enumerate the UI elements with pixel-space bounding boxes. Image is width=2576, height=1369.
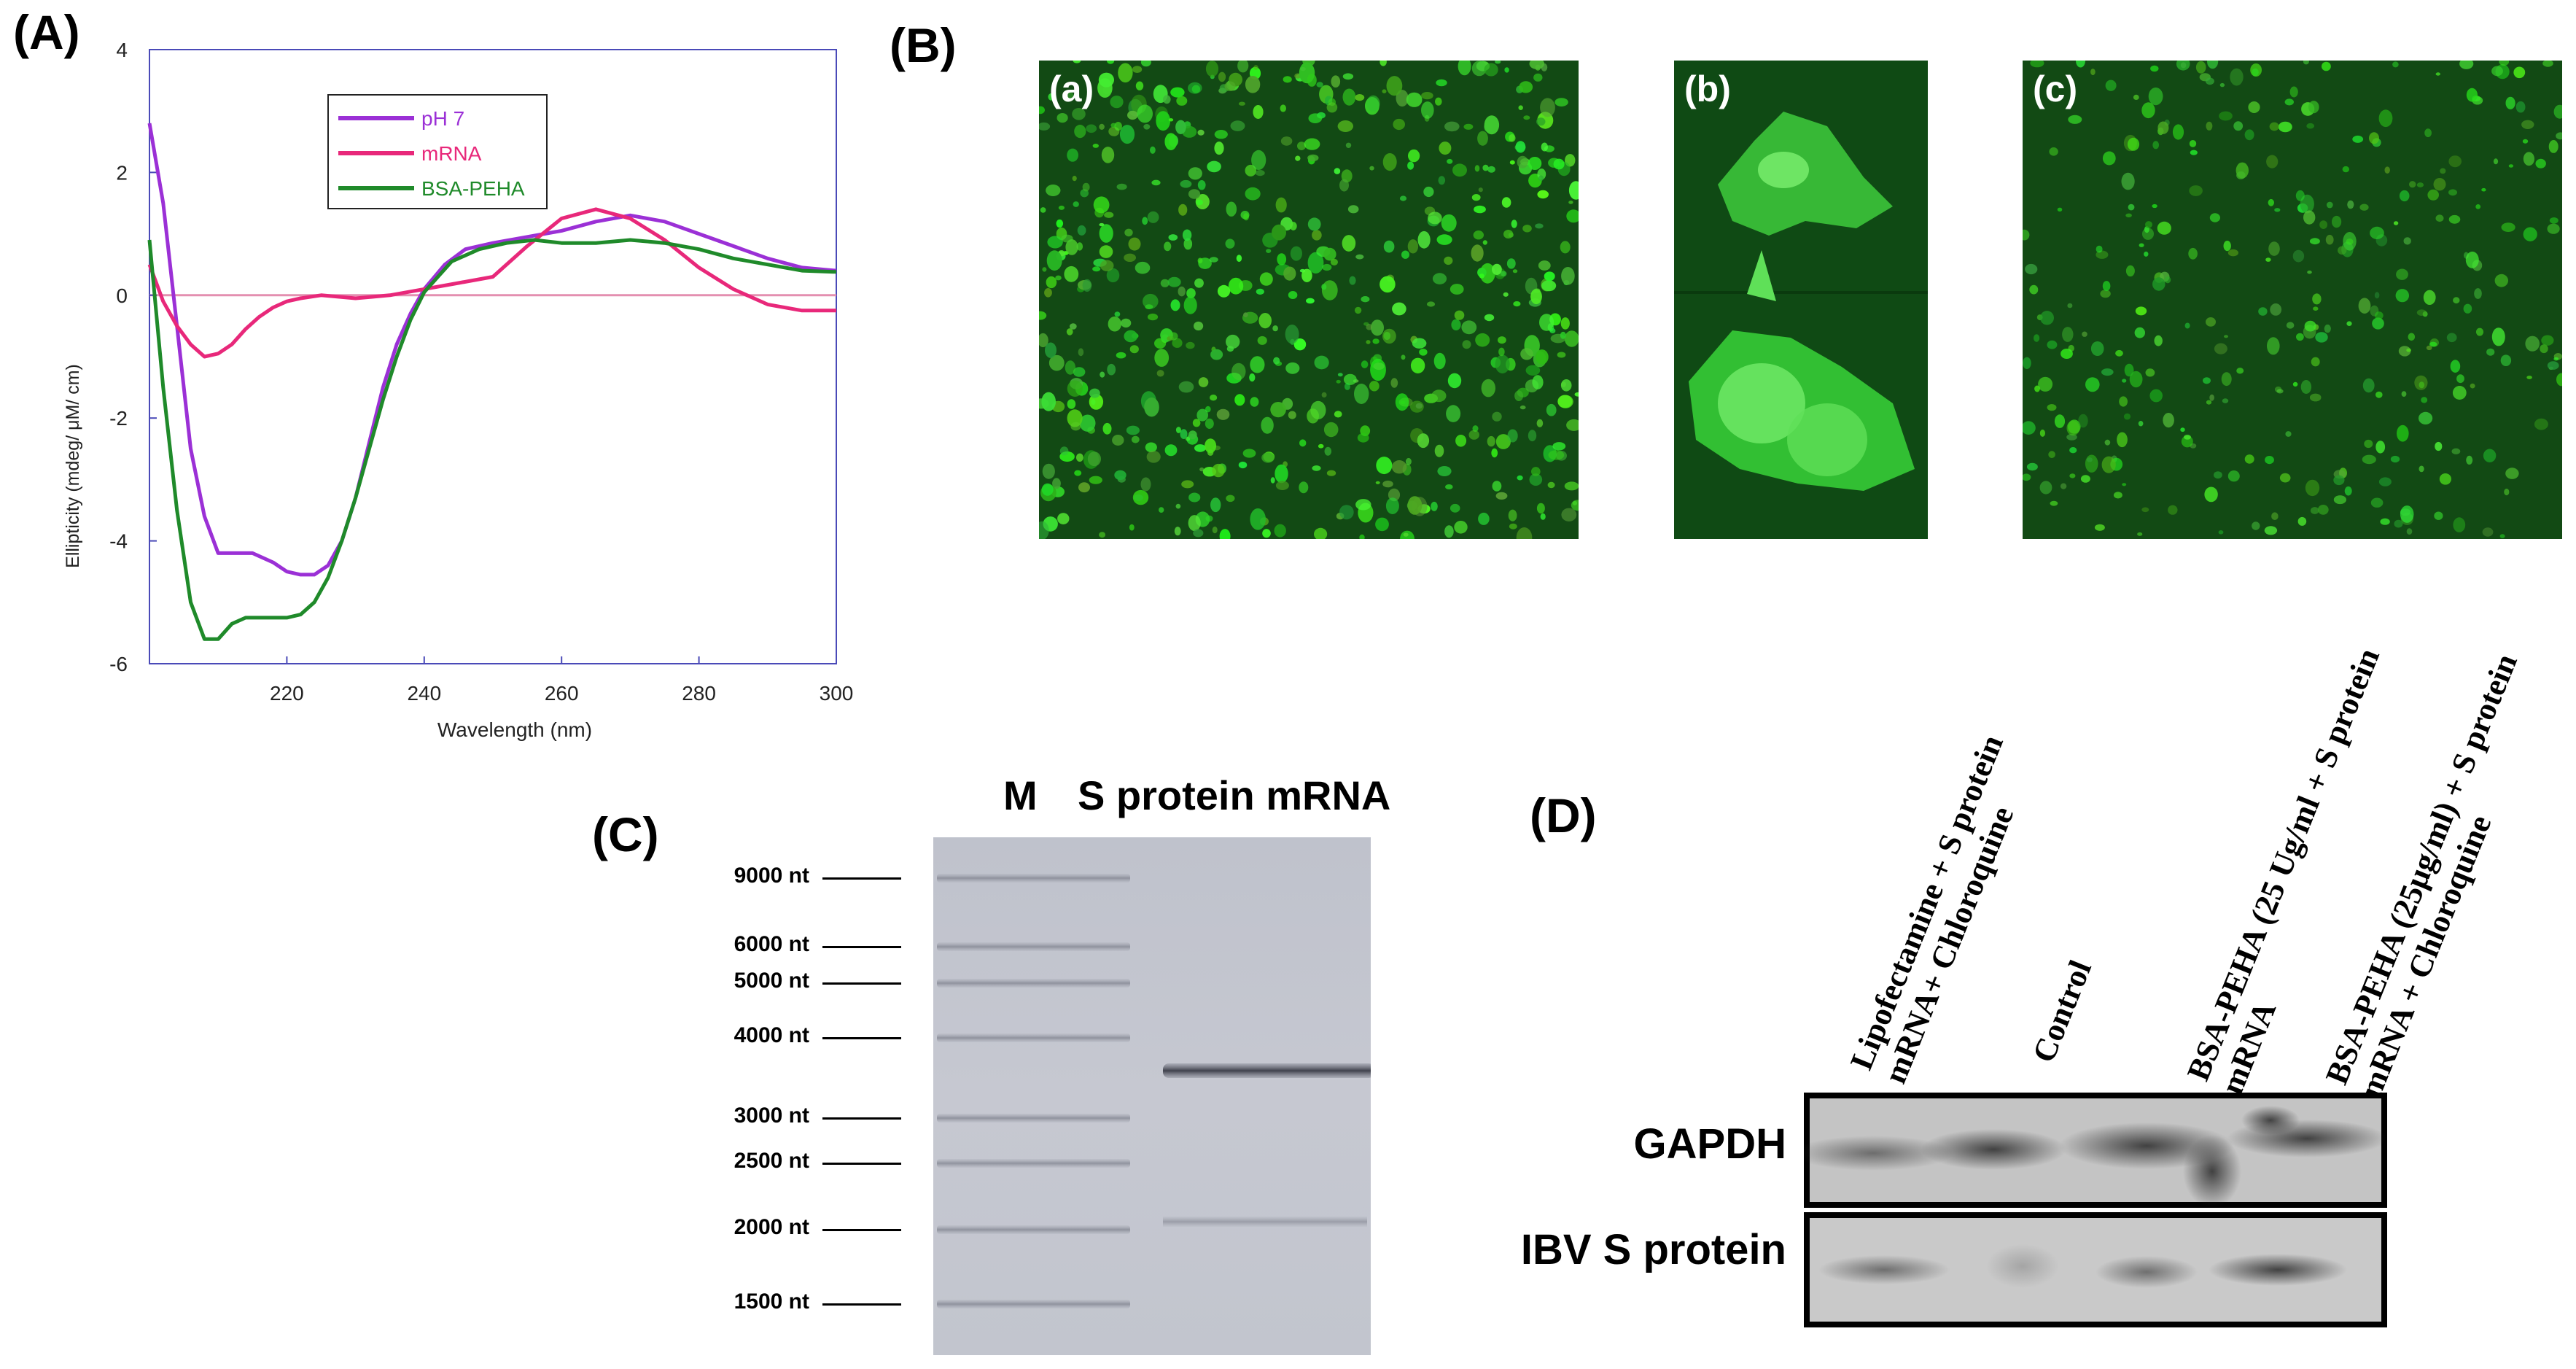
y-tick-label: 2 <box>116 161 128 184</box>
marker-label: 6000 nt <box>734 932 809 956</box>
micrograph-c-label: (c) <box>2033 69 2078 109</box>
legend-entry: BSA-PEHA <box>421 177 525 200</box>
legend-entry: pH 7 <box>421 107 464 130</box>
y-tick-label: -2 <box>109 407 128 430</box>
series-line-mrna <box>147 207 836 359</box>
y-tick-label: 4 <box>116 39 128 61</box>
blot-lane-label: Lipofectamine + S protein mRNA+ Chloroqui… <box>1843 729 2021 1089</box>
panel-label-d: (D) <box>1530 788 1597 842</box>
marker-band <box>937 1033 1130 1042</box>
gel-lane-s-label: S protein mRNA <box>1078 772 1391 818</box>
western-blot <box>1804 1093 2387 1327</box>
marker-band <box>937 979 1130 988</box>
marker-band <box>937 874 1130 883</box>
s-protein-minor-band <box>1163 1217 1367 1227</box>
cd-spectrum-chart: 4 2 0 -2 -4 -6 220 240 260 280 300 Wavelength (nm) E… <box>63 39 854 741</box>
marker-tick <box>822 877 901 880</box>
marker-tick <box>822 1037 901 1039</box>
marker-band <box>937 1114 1130 1122</box>
marker-label: 5000 nt <box>734 969 809 993</box>
legend-entry: mRNA <box>421 142 482 165</box>
y-tick-label: -4 <box>109 530 128 553</box>
marker-tick <box>822 946 901 948</box>
blot-gapdh-label: GAPDH <box>1633 1120 1786 1168</box>
marker-band <box>937 1159 1130 1168</box>
x-tick-label: 240 <box>407 682 441 705</box>
y-axis-label: Ellipticity (mdeg/ μM/ cm) <box>63 364 83 568</box>
panel-label-c: (C) <box>592 807 659 861</box>
x-tick-label: 220 <box>270 682 304 705</box>
x-tick-label: 280 <box>682 682 716 705</box>
panel-label-b: (B) <box>890 18 957 72</box>
marker-tick <box>822 1163 901 1165</box>
micrograph-a-label: (a) <box>1049 69 1094 109</box>
marker-label: 3000 nt <box>734 1104 809 1128</box>
marker-tick <box>822 1117 901 1120</box>
marker-label: 4000 nt <box>734 1023 809 1047</box>
x-tick-label: 300 <box>820 682 854 705</box>
gel-lane-m-label: M <box>1003 772 1038 818</box>
marker-tick <box>822 1303 901 1306</box>
y-tick-label: 0 <box>116 284 128 307</box>
series-line-ph-7 <box>147 123 837 577</box>
marker-band <box>937 942 1130 951</box>
marker-label: 2500 nt <box>734 1149 809 1173</box>
blot-lane-label: Control <box>2026 955 2099 1068</box>
blot-s-protein-label: IBV S protein <box>1520 1226 1786 1273</box>
micrograph-a: (a) <box>1039 61 1579 539</box>
marker-label: 9000 nt <box>734 864 809 888</box>
micrograph-c: (c) <box>2023 61 2562 539</box>
y-tick-label: -6 <box>109 653 128 675</box>
gel-background <box>933 837 1371 1355</box>
panel-label-a: (A) <box>13 5 80 59</box>
marker-tick <box>822 982 901 985</box>
marker-tick <box>822 1229 901 1231</box>
agarose-gel <box>933 837 1371 1355</box>
s-protein-mrna-band <box>1163 1063 1371 1078</box>
marker-label: 1500 nt <box>734 1290 809 1314</box>
x-tick-label: 260 <box>545 682 579 705</box>
marker-band <box>937 1225 1130 1234</box>
micrograph-b: (b) <box>1674 61 1928 539</box>
series-line-bsa-peha <box>147 238 837 641</box>
marker-band <box>937 1300 1130 1308</box>
micrograph-b-label: (b) <box>1684 69 1731 109</box>
marker-label: 2000 nt <box>734 1215 809 1239</box>
x-axis-label: Wavelength (nm) <box>437 718 592 741</box>
